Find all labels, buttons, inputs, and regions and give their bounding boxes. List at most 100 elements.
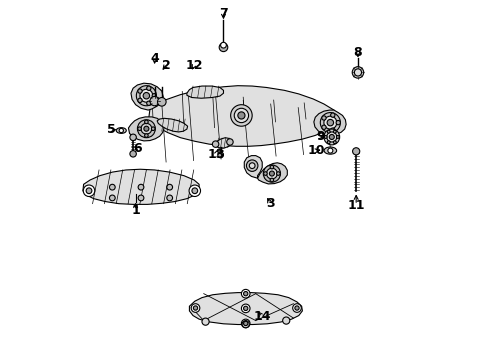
- Circle shape: [327, 130, 330, 133]
- Circle shape: [353, 148, 360, 155]
- Circle shape: [276, 172, 280, 175]
- Circle shape: [119, 129, 123, 133]
- Circle shape: [320, 113, 341, 133]
- Circle shape: [270, 178, 274, 182]
- Polygon shape: [314, 110, 346, 135]
- Text: 2: 2: [162, 59, 171, 72]
- Circle shape: [143, 93, 149, 99]
- Circle shape: [137, 120, 155, 138]
- Circle shape: [231, 105, 252, 126]
- Circle shape: [192, 188, 197, 194]
- Circle shape: [322, 125, 326, 129]
- Circle shape: [337, 135, 339, 138]
- Circle shape: [150, 96, 159, 106]
- Circle shape: [329, 134, 334, 139]
- Polygon shape: [258, 163, 287, 184]
- Circle shape: [244, 292, 248, 296]
- Circle shape: [136, 86, 156, 106]
- Circle shape: [327, 132, 337, 142]
- Circle shape: [151, 127, 155, 131]
- Circle shape: [140, 89, 153, 102]
- Circle shape: [138, 98, 142, 103]
- Circle shape: [147, 86, 151, 90]
- Polygon shape: [131, 83, 163, 110]
- Ellipse shape: [116, 128, 126, 134]
- Circle shape: [145, 120, 148, 124]
- Ellipse shape: [324, 147, 337, 154]
- Circle shape: [333, 141, 336, 144]
- Circle shape: [194, 306, 197, 310]
- Circle shape: [141, 123, 152, 134]
- Circle shape: [244, 321, 248, 325]
- Circle shape: [327, 120, 334, 126]
- Circle shape: [189, 185, 200, 197]
- Text: 12: 12: [185, 59, 203, 72]
- Circle shape: [242, 289, 250, 298]
- Circle shape: [324, 116, 337, 129]
- Circle shape: [212, 141, 219, 147]
- Circle shape: [218, 152, 223, 158]
- Circle shape: [249, 163, 255, 168]
- Circle shape: [138, 127, 141, 131]
- Circle shape: [86, 188, 92, 194]
- Circle shape: [138, 184, 144, 190]
- Circle shape: [227, 139, 233, 145]
- Circle shape: [145, 134, 148, 137]
- Circle shape: [270, 165, 274, 169]
- Circle shape: [242, 304, 250, 313]
- Circle shape: [336, 121, 341, 125]
- Circle shape: [283, 317, 290, 324]
- Circle shape: [327, 141, 330, 144]
- Circle shape: [191, 304, 200, 312]
- Circle shape: [138, 89, 142, 93]
- Circle shape: [267, 168, 277, 179]
- Text: 8: 8: [354, 46, 362, 59]
- Circle shape: [220, 42, 226, 48]
- Circle shape: [147, 101, 151, 105]
- Circle shape: [264, 172, 267, 175]
- Circle shape: [333, 130, 336, 133]
- Circle shape: [130, 150, 136, 157]
- Circle shape: [352, 67, 364, 78]
- Circle shape: [242, 320, 249, 328]
- Text: 10: 10: [308, 144, 325, 157]
- Circle shape: [219, 43, 228, 51]
- Text: 4: 4: [150, 51, 159, 64]
- Polygon shape: [245, 156, 262, 178]
- Circle shape: [238, 112, 245, 119]
- Circle shape: [354, 69, 362, 76]
- Polygon shape: [190, 293, 302, 324]
- Circle shape: [109, 184, 115, 190]
- Circle shape: [152, 94, 156, 98]
- Text: 9: 9: [316, 130, 324, 144]
- Circle shape: [234, 108, 248, 123]
- Circle shape: [242, 319, 250, 328]
- Circle shape: [322, 116, 326, 120]
- Circle shape: [270, 171, 274, 176]
- Circle shape: [324, 135, 327, 138]
- Text: 6: 6: [133, 142, 142, 155]
- Circle shape: [244, 306, 248, 311]
- Polygon shape: [83, 169, 199, 204]
- Polygon shape: [187, 86, 223, 98]
- Text: 11: 11: [347, 199, 365, 212]
- Circle shape: [167, 195, 172, 201]
- Polygon shape: [128, 117, 164, 141]
- Circle shape: [328, 148, 333, 153]
- Polygon shape: [215, 138, 231, 148]
- Circle shape: [295, 306, 299, 310]
- Circle shape: [157, 98, 166, 106]
- Circle shape: [246, 160, 258, 171]
- Text: 14: 14: [253, 310, 271, 324]
- Circle shape: [83, 185, 95, 197]
- Circle shape: [331, 128, 335, 132]
- Polygon shape: [157, 118, 188, 132]
- Text: 3: 3: [266, 197, 274, 210]
- Circle shape: [130, 134, 136, 140]
- Circle shape: [202, 318, 209, 325]
- Circle shape: [293, 304, 301, 312]
- Circle shape: [324, 129, 340, 145]
- Circle shape: [331, 113, 335, 117]
- Text: 1: 1: [131, 204, 140, 217]
- Polygon shape: [149, 86, 338, 146]
